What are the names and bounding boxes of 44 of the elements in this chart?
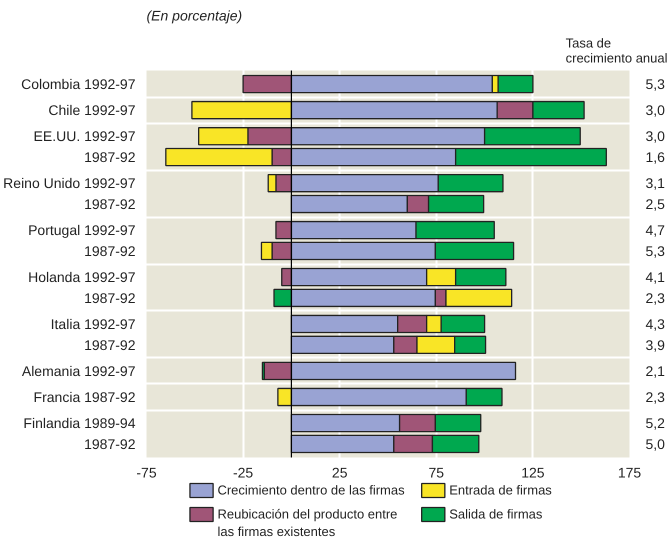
text: 2,5 — [646, 196, 666, 212]
x-tick-label: -25 — [232, 464, 254, 480]
text: 3,0 — [646, 102, 666, 118]
text: 4,1 — [646, 269, 666, 286]
text: 3,0 — [646, 128, 666, 144]
x-tick-label: -75 — [136, 464, 157, 480]
legend-label: Crecimiento dentro de las firmas — [217, 482, 406, 498]
y-tick-label: 1987-92 — [84, 149, 136, 166]
y-tick-label: Italia 1992-97 — [50, 316, 136, 332]
y-tick-label: 1987-92 — [84, 196, 136, 212]
text: 4,3 — [646, 316, 666, 332]
text: 5,3 — [646, 242, 666, 259]
y-tick-label: Chile 1992-97 — [48, 102, 136, 118]
x-tick-label: 75 — [428, 464, 444, 480]
y-tick-label: 1987-92 — [84, 336, 136, 353]
text: 3,1 — [646, 175, 666, 192]
legend-label: Salida de firmas — [449, 506, 543, 522]
text: 5,3 — [646, 76, 666, 92]
text: 2,3 — [646, 389, 666, 405]
y-tick-label: 1987-92 — [84, 290, 136, 306]
y-tick-label: 1987-92 — [84, 436, 136, 452]
y-tick-label: Alemania 1992-97 — [22, 362, 136, 379]
y-tick-label: Finlandia 1989-94 — [23, 415, 136, 432]
text: 1,6 — [646, 149, 666, 166]
text: 2,3 — [646, 290, 666, 306]
y-tick-label: EE.UU. 1992-97 — [34, 128, 136, 144]
x-tick-label: 125 — [521, 464, 545, 480]
legend-label: Reubicación del producto entre las firmas existentes — [217, 506, 398, 539]
legend-label: Entrada de firmas — [449, 482, 552, 498]
text: 5,0 — [646, 436, 666, 452]
y-tick-label: Reino Unido 1992-97 — [3, 175, 136, 192]
text: 4,7 — [646, 222, 666, 238]
text: 5,2 — [646, 415, 666, 432]
x-tick-label: 25 — [332, 464, 348, 480]
text: 2,1 — [646, 362, 666, 379]
y2-axis-title: Tasa de crecimiento anual — [566, 36, 667, 66]
x-tick-label: 175 — [618, 464, 642, 480]
chart-subtitle: (En porcentaje) — [146, 8, 242, 24]
y-tick-label: Holanda 1992-97 — [28, 269, 136, 286]
y-tick-label: Colombia 1992-97 — [21, 76, 136, 92]
text: 3,9 — [646, 336, 666, 353]
y-tick-label: Francia 1987-92 — [34, 389, 136, 405]
y-tick-label: 1987-92 — [84, 242, 136, 259]
y-tick-label: Portugal 1992-97 — [28, 222, 136, 238]
